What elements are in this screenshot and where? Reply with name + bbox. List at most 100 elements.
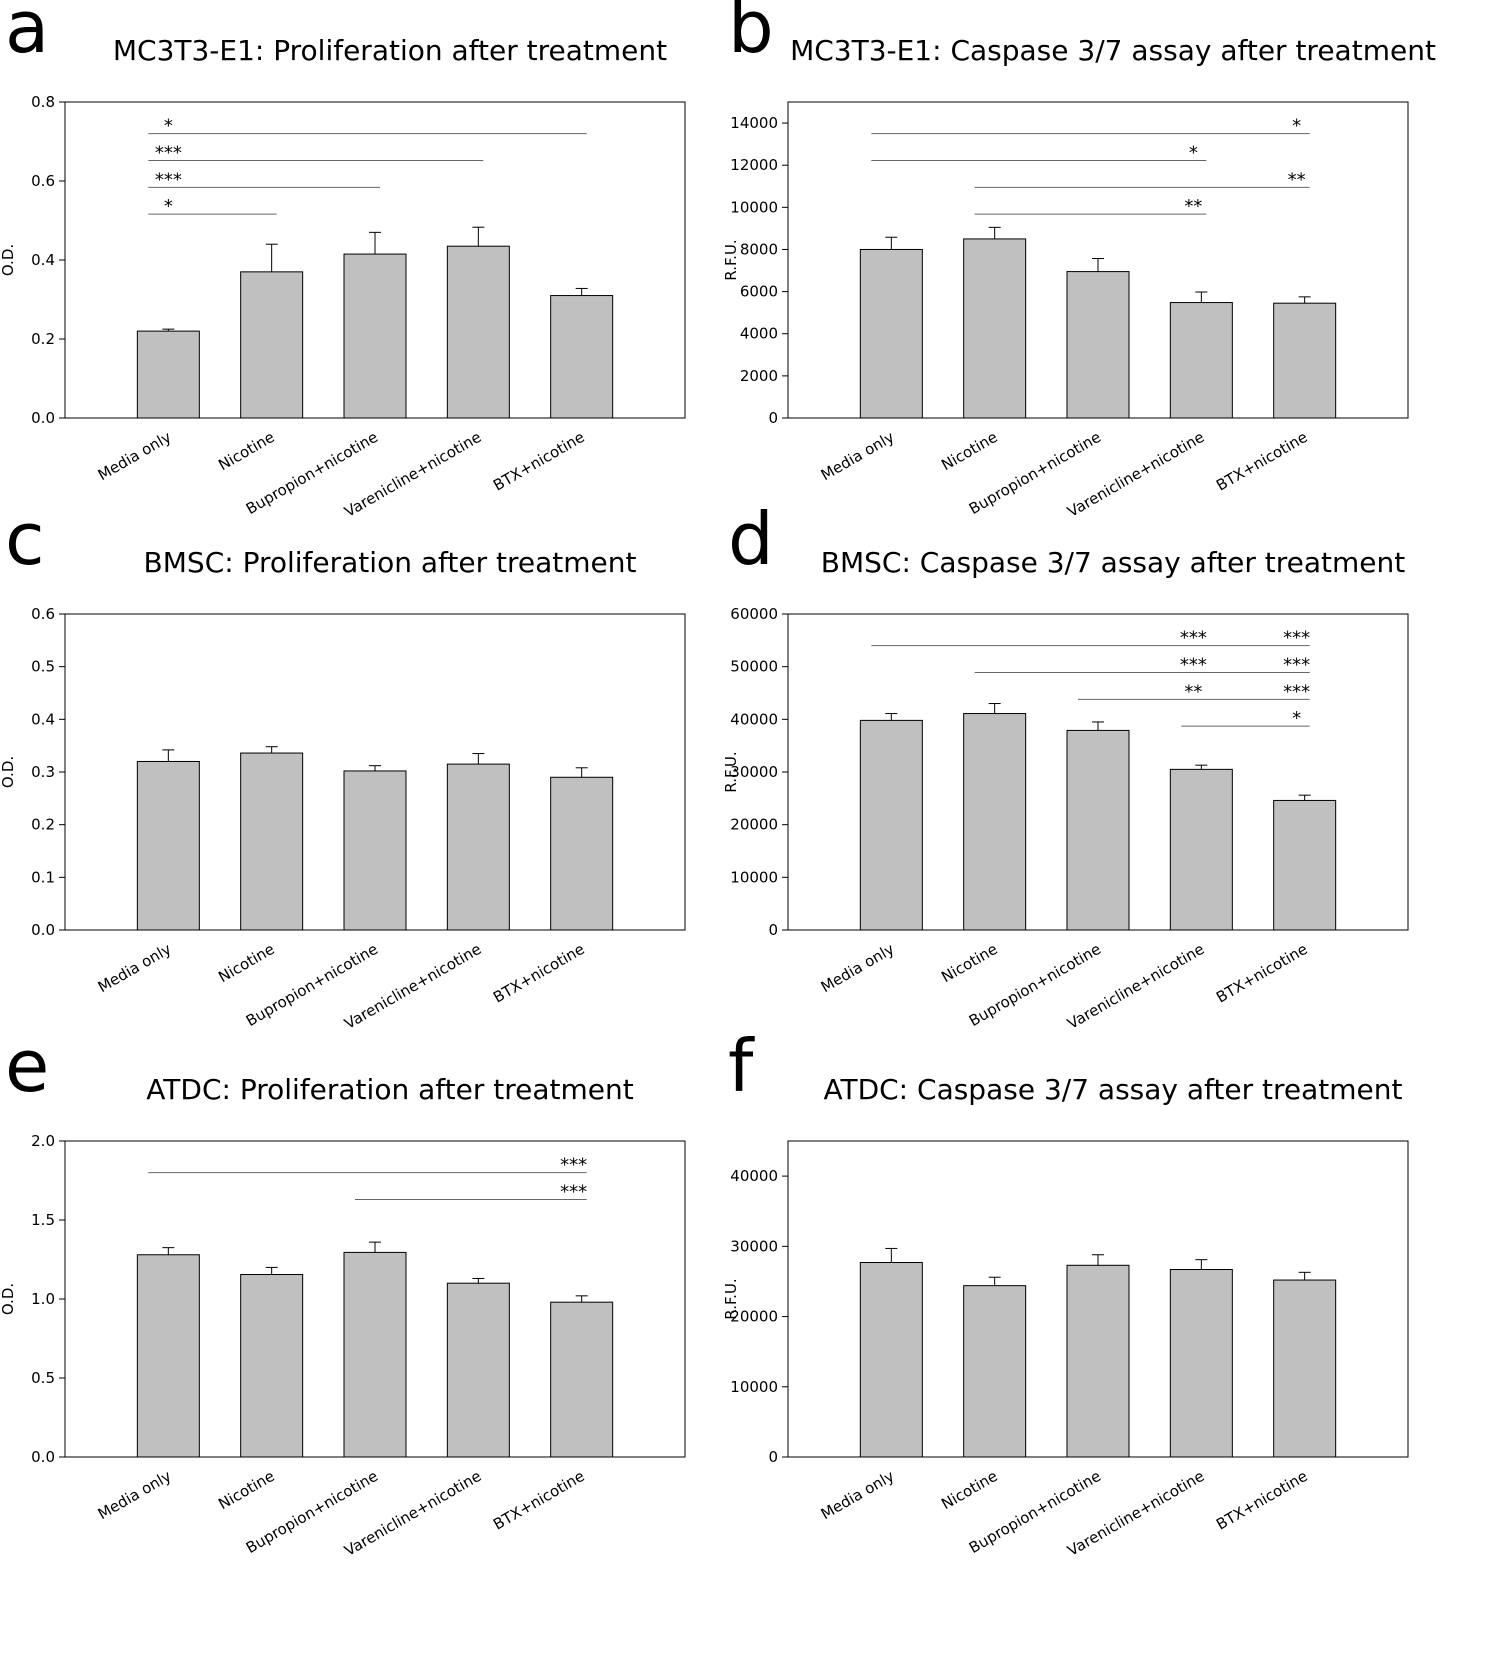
significance-label: ** bbox=[1288, 169, 1306, 190]
bar bbox=[446, 763, 510, 931]
bar bbox=[859, 719, 923, 931]
bar bbox=[1169, 1269, 1233, 1458]
y-tick-label: 10000 bbox=[730, 868, 778, 886]
y-tick-label: 12000 bbox=[730, 156, 778, 174]
y-tick-label: 50000 bbox=[730, 658, 778, 676]
significance-label: *** bbox=[1180, 654, 1207, 675]
significance-label: *** bbox=[560, 1155, 587, 1176]
bar bbox=[963, 713, 1027, 931]
y-axis-label: O.D. bbox=[0, 244, 17, 276]
bar bbox=[1066, 1264, 1130, 1458]
y-tick-label: 10000 bbox=[730, 198, 778, 216]
y-tick-label: 40000 bbox=[730, 1167, 778, 1185]
bar bbox=[240, 1274, 304, 1458]
chart-title: BMSC: Caspase 3/7 assay after treatment bbox=[821, 546, 1406, 579]
chart-title: ATDC: Proliferation after treatment bbox=[146, 1073, 633, 1106]
significance-label: *** bbox=[1283, 654, 1310, 675]
y-tick-label: 0.3 bbox=[31, 763, 55, 781]
y-tick-label: 0 bbox=[768, 409, 778, 427]
bar bbox=[240, 752, 304, 931]
y-tick-label: 30000 bbox=[730, 763, 778, 781]
y-tick-label: 60000 bbox=[730, 605, 778, 623]
bar bbox=[136, 330, 200, 419]
x-tick-label: BTX+nicotine bbox=[1213, 940, 1310, 1007]
chart-title: BMSC: Proliferation after treatment bbox=[144, 546, 637, 579]
bar bbox=[446, 245, 510, 419]
x-tick-label: Media only bbox=[95, 1467, 175, 1523]
chart-title: MC3T3-E1: Caspase 3/7 assay after treatm… bbox=[790, 34, 1436, 67]
plot-frame bbox=[64, 613, 686, 931]
y-tick-label: 1.0 bbox=[31, 1290, 55, 1308]
significance-label: ** bbox=[1184, 196, 1202, 217]
y-tick-label: 2.0 bbox=[31, 1132, 55, 1150]
y-tick-label: 2000 bbox=[740, 367, 778, 385]
bar bbox=[343, 1251, 407, 1458]
bar bbox=[1169, 768, 1233, 931]
x-tick-label: BTX+nicotine bbox=[1213, 428, 1310, 495]
x-tick-label: Nicotine bbox=[215, 940, 277, 986]
y-tick-label: 0.0 bbox=[31, 1448, 55, 1466]
y-axis-label: R.F.U. bbox=[722, 751, 740, 792]
significance-label: *** bbox=[1180, 628, 1207, 649]
y-tick-label: 20000 bbox=[730, 1308, 778, 1326]
y-tick-label: 0.0 bbox=[31, 921, 55, 939]
x-tick-label: Nicotine bbox=[938, 940, 1000, 986]
x-tick-label: BTX+nicotine bbox=[490, 940, 587, 1007]
y-tick-label: 0.1 bbox=[31, 868, 55, 886]
bar bbox=[1169, 302, 1233, 419]
significance-label: * bbox=[1292, 116, 1301, 137]
bar bbox=[550, 776, 614, 931]
y-tick-label: 0 bbox=[768, 1448, 778, 1466]
plot-frame bbox=[64, 101, 686, 419]
panel-label: f bbox=[728, 1024, 755, 1108]
y-tick-label: 0.8 bbox=[31, 93, 55, 111]
significance-label: *** bbox=[560, 1181, 587, 1202]
y-tick-label: 0.4 bbox=[31, 710, 55, 728]
y-tick-label: 14000 bbox=[730, 114, 778, 132]
x-tick-label: Nicotine bbox=[215, 1467, 277, 1513]
bar bbox=[550, 1301, 614, 1458]
panel-label: e bbox=[5, 1024, 49, 1108]
y-axis-label: R.F.U. bbox=[722, 1278, 740, 1319]
y-tick-label: 10000 bbox=[730, 1378, 778, 1396]
bar bbox=[1066, 729, 1130, 931]
y-tick-label: 0.2 bbox=[31, 330, 55, 348]
x-tick-label: BTX+nicotine bbox=[490, 1467, 587, 1534]
bar bbox=[859, 248, 923, 419]
x-tick-label: BTX+nicotine bbox=[1213, 1467, 1310, 1534]
panel-label: d bbox=[728, 497, 774, 581]
significance-label: ** bbox=[1184, 681, 1202, 702]
y-axis-label: O.D. bbox=[0, 756, 17, 788]
y-tick-label: 0.0 bbox=[31, 409, 55, 427]
x-tick-label: Media only bbox=[818, 428, 898, 484]
y-tick-label: 40000 bbox=[730, 710, 778, 728]
significance-label: *** bbox=[1283, 681, 1310, 702]
y-tick-label: 8000 bbox=[740, 240, 778, 258]
y-tick-label: 0.5 bbox=[31, 658, 55, 676]
significance-label: * bbox=[1292, 708, 1301, 729]
x-tick-label: Nicotine bbox=[938, 428, 1000, 474]
y-tick-label: 6000 bbox=[740, 283, 778, 301]
panel-label: c bbox=[5, 497, 45, 581]
bar bbox=[136, 760, 200, 931]
bar bbox=[1066, 271, 1130, 419]
y-tick-label: 20000 bbox=[730, 816, 778, 834]
y-tick-label: 0.6 bbox=[31, 605, 55, 623]
y-tick-label: 1.5 bbox=[31, 1211, 55, 1229]
y-tick-label: 4000 bbox=[740, 325, 778, 343]
bar bbox=[1273, 1279, 1337, 1458]
bar bbox=[963, 1285, 1027, 1458]
bar bbox=[343, 770, 407, 931]
bar bbox=[1273, 302, 1337, 419]
y-tick-label: 0.5 bbox=[31, 1369, 55, 1387]
bar bbox=[1273, 799, 1337, 931]
panel-label: a bbox=[5, 0, 49, 69]
y-tick-label: 30000 bbox=[730, 1237, 778, 1255]
x-tick-label: Nicotine bbox=[215, 428, 277, 474]
bar bbox=[446, 1282, 510, 1458]
y-tick-label: 0.6 bbox=[31, 172, 55, 190]
y-tick-label: 0.2 bbox=[31, 816, 55, 834]
significance-label: * bbox=[164, 116, 173, 137]
x-tick-label: Media only bbox=[818, 1467, 898, 1523]
